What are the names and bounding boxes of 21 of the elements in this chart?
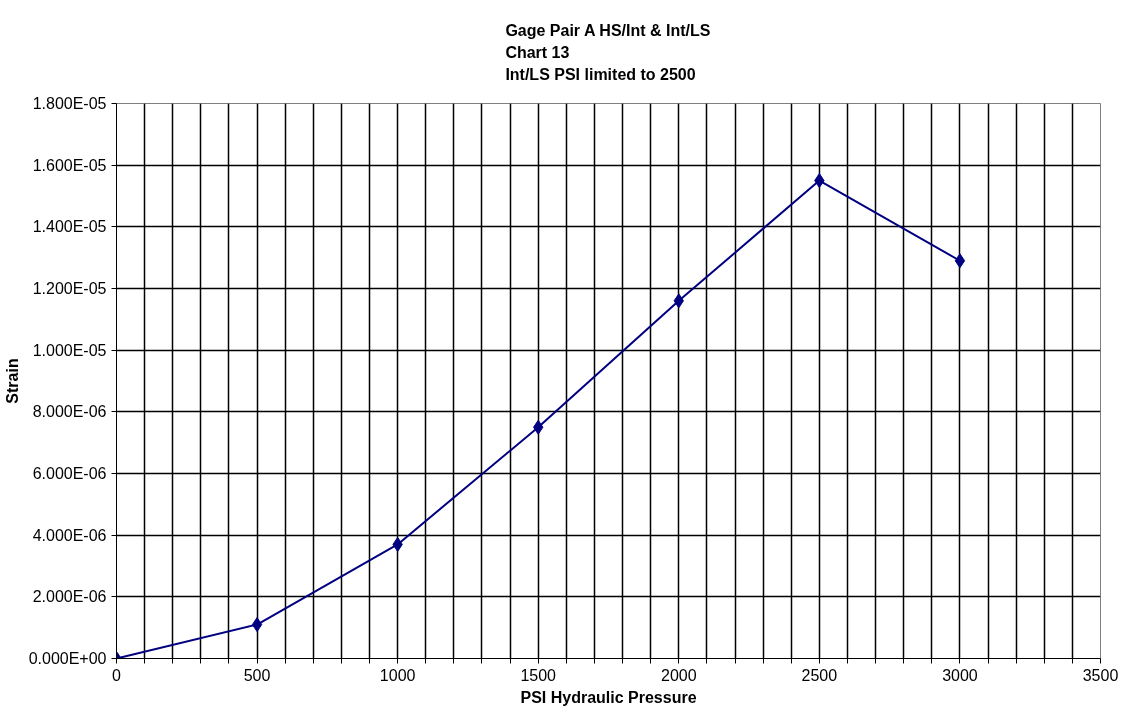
y-axis-title: Strain <box>3 358 21 404</box>
y-tick-label: 4.000E-06 <box>32 526 107 544</box>
chart-title: Gage Pair A HS/Int & Int/LS Chart 13 Int/LS PSI limited to 2500 <box>505 22 711 84</box>
x-tick-label: 2500 <box>801 666 838 684</box>
x-tick-label: 1000 <box>379 666 416 684</box>
x-tick-label: 0 <box>112 666 122 684</box>
y-tick-label: 0.000E+00 <box>28 650 107 667</box>
y-tick-label: 1.200E-05 <box>32 280 107 297</box>
y-tick-label: 8.000E-06 <box>32 403 107 421</box>
y-tick-label: 1.400E-05 <box>32 218 107 236</box>
y-tick-label: 6.000E-06 <box>32 465 107 482</box>
y-tick-label: 2.000E-06 <box>32 588 107 606</box>
x-axis-title: PSI Hydraulic Pressure <box>520 688 697 706</box>
y-tick-label: 1.000E-05 <box>32 341 107 359</box>
y-tick-label: 1.600E-05 <box>32 156 107 174</box>
x-tick-label: 3500 <box>1082 666 1119 684</box>
x-tick-label: 2000 <box>660 666 697 684</box>
x-tick-label: 1500 <box>520 666 557 684</box>
x-tick-label: 3000 <box>942 666 978 684</box>
x-tick-label: 500 <box>243 666 271 684</box>
y-tick-label: 1.800E-05 <box>32 95 107 112</box>
